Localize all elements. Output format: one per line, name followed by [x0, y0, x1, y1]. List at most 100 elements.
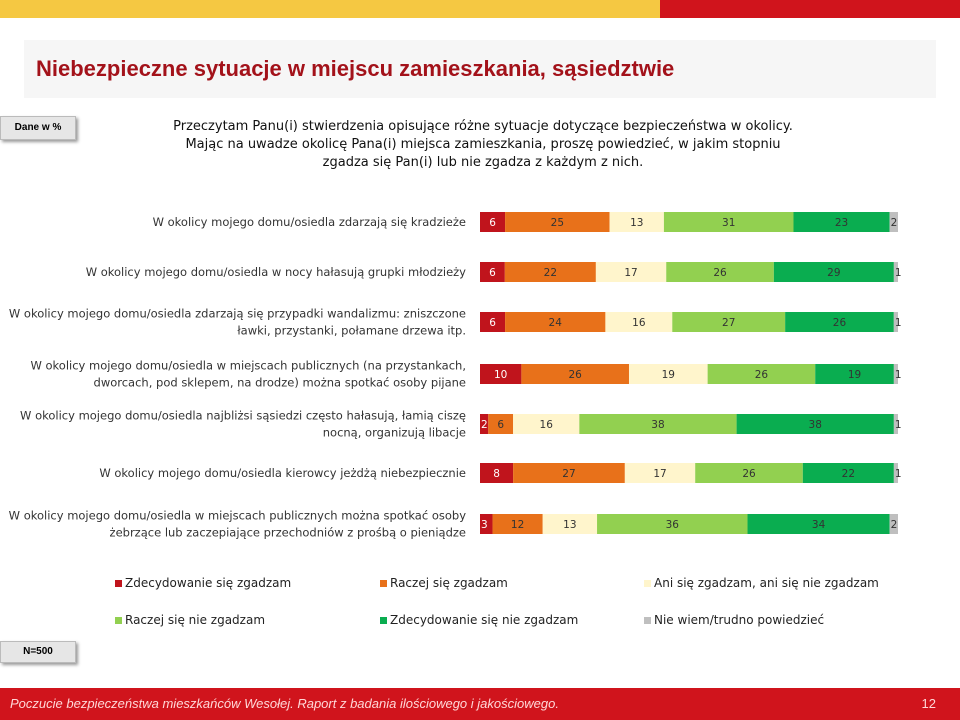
- bar-segment: [480, 212, 506, 232]
- bar-segment: [480, 514, 493, 534]
- category-label: W okolicy mojego domu/osiedla zdarzają s…: [153, 215, 466, 229]
- category-label: W okolicy mojego domu/osiedla najbliżsi …: [20, 409, 466, 423]
- data-label: 17: [653, 468, 666, 480]
- stacked-bar-chart: W okolicy mojego domu/osiedla zdarzają s…: [9, 212, 902, 627]
- data-label: 29: [827, 267, 840, 279]
- data-label: 1: [895, 468, 902, 480]
- category-label: nocną, organizują libacje: [323, 426, 466, 440]
- bar-segment: [893, 312, 898, 332]
- legend-label: Nie wiem/trudno powiedzieć: [654, 613, 824, 627]
- legend-swatch: [644, 580, 651, 587]
- bar-segment: [488, 414, 514, 434]
- data-label: 36: [666, 519, 680, 531]
- bar-segment: [505, 212, 610, 232]
- bar-segment: [747, 514, 890, 534]
- bar-segment: [893, 414, 898, 434]
- bar-segment: [736, 414, 894, 434]
- bar-segment: [893, 262, 898, 282]
- legend-swatch: [644, 617, 651, 624]
- data-label: 25: [551, 217, 564, 229]
- bar-segment: [492, 514, 543, 534]
- bar-segment: [663, 212, 794, 232]
- category-label: żebrzące lub zaczepiające przechodniów z…: [110, 526, 466, 540]
- data-label: 22: [842, 468, 855, 480]
- bar-segment: [597, 514, 748, 534]
- bar-segment: [707, 364, 816, 384]
- data-label: 19: [662, 369, 675, 381]
- bar-segment: [480, 364, 522, 384]
- data-label: 2: [481, 419, 488, 431]
- data-label: 22: [544, 267, 557, 279]
- data-label: 6: [489, 217, 496, 229]
- category-label: ławki, przystanki, połamane drzewa itp.: [237, 324, 466, 338]
- legend-swatch: [115, 617, 122, 624]
- bar-segment: [480, 312, 506, 332]
- data-label: 3: [481, 519, 488, 531]
- bar-segment: [605, 312, 673, 332]
- bar-segment: [513, 414, 580, 434]
- top-accent-bar-red: [660, 0, 960, 18]
- data-label: 6: [489, 267, 496, 279]
- sample-size-tag: N=500: [0, 641, 76, 663]
- legend-swatch: [380, 580, 387, 587]
- data-label: 34: [812, 519, 826, 531]
- data-label: 8: [493, 468, 500, 480]
- data-label: 23: [835, 217, 848, 229]
- bar-segment: [504, 262, 596, 282]
- page-number: 12: [921, 696, 936, 711]
- data-label: 6: [489, 317, 496, 329]
- bar-segment: [480, 463, 514, 483]
- bar-segment: [624, 463, 696, 483]
- legend-swatch: [380, 617, 387, 624]
- data-label: 24: [549, 317, 563, 329]
- category-label: W okolicy mojego domu/osiedla w nocy hał…: [86, 265, 466, 279]
- data-unit-tag: Dane w %: [0, 116, 76, 140]
- data-label: 16: [540, 419, 554, 431]
- top-accent-bar-yellow: [0, 0, 660, 18]
- bar-segment: [793, 212, 890, 232]
- bar-segment: [579, 414, 737, 434]
- bar-segment: [785, 312, 894, 332]
- bar-segment: [480, 262, 505, 282]
- bar-segment: [893, 463, 898, 483]
- data-label: 2: [891, 519, 898, 531]
- data-label: 26: [569, 369, 583, 381]
- data-label: 2: [891, 217, 898, 229]
- bar-segment: [628, 364, 708, 384]
- data-label: 26: [742, 468, 756, 480]
- page-title: Niebezpieczne sytuacje w miejscu zamiesz…: [36, 56, 675, 81]
- bar-segment: [480, 414, 489, 434]
- bar-segment: [609, 212, 664, 232]
- bar-segment: [773, 262, 894, 282]
- category-label: dworcach, pod sklepem, na drodze) można …: [94, 376, 466, 390]
- data-label: 19: [848, 369, 861, 381]
- data-label: 27: [562, 468, 575, 480]
- bar-segment: [672, 312, 786, 332]
- data-label: 17: [624, 267, 637, 279]
- data-label: 10: [494, 369, 507, 381]
- bar-segment: [666, 262, 774, 282]
- category-label: W okolicy mojego domu/osiedla w miejscac…: [9, 509, 467, 523]
- bar-segment: [815, 364, 894, 384]
- footer-bar: Poczucie bezpieczeństwa mieszkańców Weso…: [0, 688, 960, 720]
- category-label: W okolicy mojego domu/osiedla zdarzają s…: [9, 307, 466, 321]
- bar-segment: [505, 312, 606, 332]
- legend-label: Raczej się zgadzam: [390, 576, 508, 590]
- bar-segment: [889, 514, 898, 534]
- legend-swatch: [115, 580, 122, 587]
- data-label: 26: [833, 317, 847, 329]
- data-label: 13: [563, 519, 576, 531]
- title-band: [24, 40, 936, 98]
- survey-question: Przeczytam Panu(i) stwierdzenia opisując…: [173, 119, 793, 170]
- bar-segment: [893, 364, 898, 384]
- bar-segment: [595, 262, 667, 282]
- category-label: W okolicy mojego domu/osiedla kierowcy j…: [99, 466, 466, 480]
- data-label: 1: [895, 369, 902, 381]
- data-label: 31: [722, 217, 735, 229]
- data-label: 1: [895, 317, 902, 329]
- bar-segment: [695, 463, 803, 483]
- legend-label: Raczej się nie zgadzam: [125, 613, 265, 627]
- bar-segment: [513, 463, 625, 483]
- bar-segment: [542, 514, 598, 534]
- data-label: 16: [632, 317, 646, 329]
